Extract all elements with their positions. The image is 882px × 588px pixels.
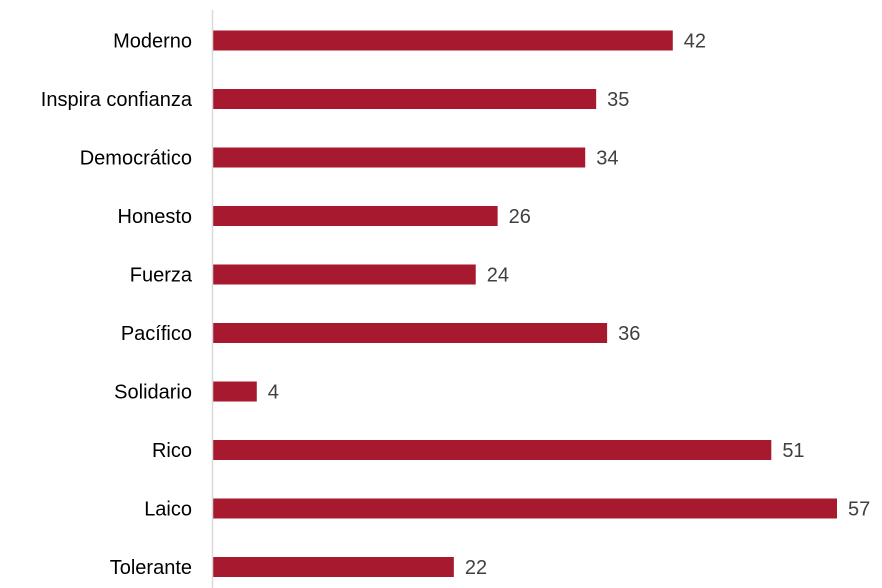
category-label: Pacífico xyxy=(121,323,192,345)
bar xyxy=(213,30,673,51)
bar xyxy=(213,89,597,109)
bar xyxy=(213,323,608,343)
bar-value-label: 24 xyxy=(487,265,509,287)
category-label: Tolerante xyxy=(110,557,192,579)
category-labels-group: Moderno Inspira confianza Democrático Hones… xyxy=(41,31,193,580)
category-label: Inspira confianza xyxy=(41,89,193,111)
bar-value-label: 34 xyxy=(596,148,618,170)
bar xyxy=(213,264,476,285)
category-label: Moderno xyxy=(113,31,192,53)
category-label: Honesto xyxy=(118,206,193,228)
bar-value-label: 35 xyxy=(607,89,629,111)
category-label: Solidario xyxy=(114,382,192,404)
bar xyxy=(213,381,257,402)
bar-value-label: 42 xyxy=(684,31,706,53)
bar-value-label: 22 xyxy=(465,557,487,579)
bar-value-label: 4 xyxy=(268,382,279,404)
bar-value-label: 51 xyxy=(782,440,804,462)
bar-value-label: 57 xyxy=(848,499,870,521)
value-labels-group: 42 35 34 26 24 36 4 51 57 22 xyxy=(268,31,870,580)
category-label: Democrático xyxy=(80,148,192,170)
bar xyxy=(213,498,837,519)
category-label: Fuerza xyxy=(130,265,193,287)
bar xyxy=(213,206,498,226)
category-label: Laico xyxy=(144,499,192,521)
bar-value-label: 36 xyxy=(618,323,640,345)
category-label: Rico xyxy=(152,440,192,462)
bar xyxy=(213,147,586,168)
bar xyxy=(213,440,772,460)
bar-value-label: 26 xyxy=(509,206,531,228)
bar xyxy=(213,557,454,577)
bars-group xyxy=(213,30,837,577)
